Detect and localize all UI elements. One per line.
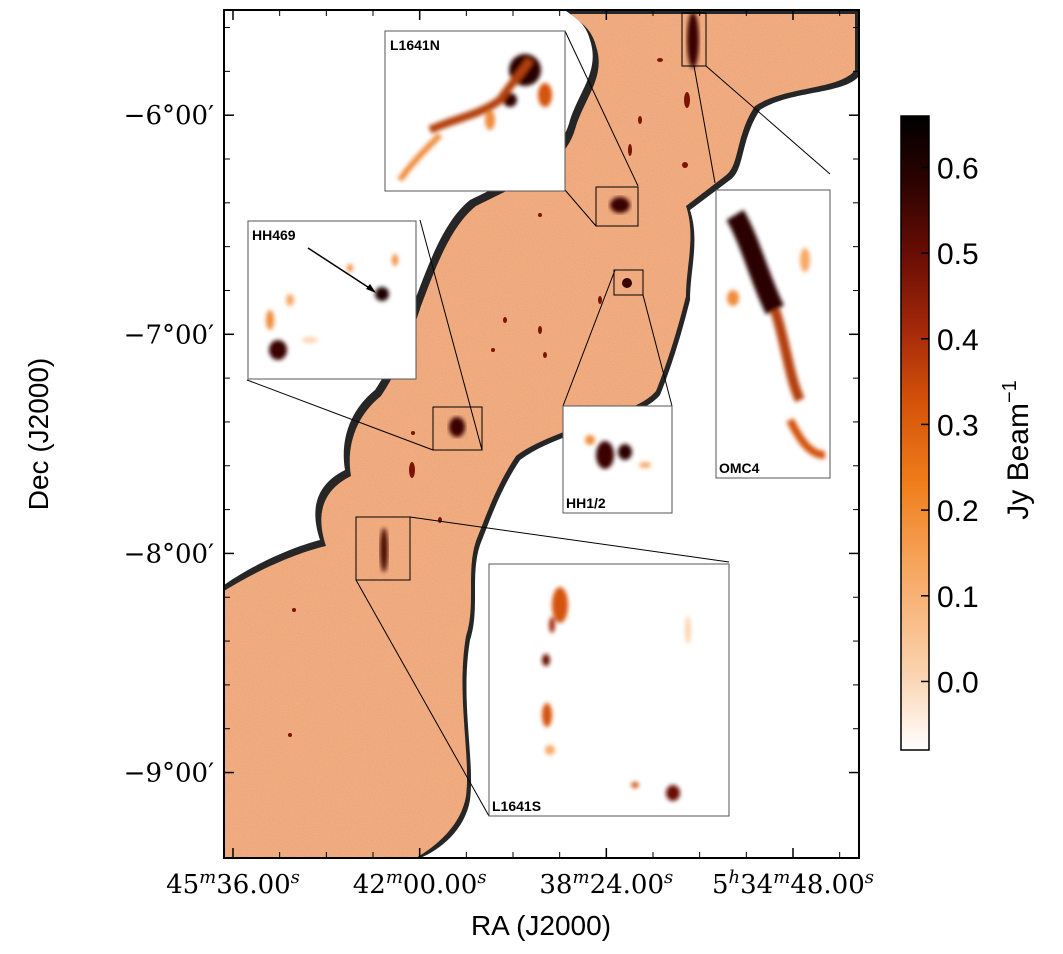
y-tick-label: −7°00′ — [124, 320, 214, 350]
inset-label-hh12: HH1/2 — [566, 495, 606, 511]
inset-label-omc4: OMC4 — [719, 460, 760, 476]
y-tick-label: −8°00′ — [124, 539, 214, 569]
colorbar-tick-label: 0.2 — [937, 495, 979, 528]
colorbar-tick-label: 0.4 — [937, 324, 979, 357]
colorbar-tick-label: 0.5 — [937, 238, 979, 271]
map-coverage — [224, 10, 859, 858]
source-boxes — [355, 12, 707, 581]
y-tick-label: −6°00′ — [124, 101, 214, 131]
inset-label-l1641s: L1641S — [492, 798, 541, 814]
x-axis-title: RA (J2000) — [471, 910, 611, 941]
emission-features — [288, 12, 699, 737]
inset-l1641s: L1641S — [488, 563, 730, 817]
inset-hh469: HH469 — [247, 220, 417, 380]
plot-frame — [223, 9, 860, 859]
colorbar-ticks: 0.6 0.5 0.4 0.3 0.2 0.1 0.0 — [921, 152, 979, 699]
colorbar-tick-label: 0.0 — [937, 666, 979, 699]
colorbar-gradient — [900, 115, 930, 751]
colorbar-title: Jy Beam−1 — [999, 380, 1035, 520]
inset-omc4: OMC4 — [715, 189, 831, 479]
colorbar-tick-label: 0.3 — [937, 409, 979, 442]
x-axis-ticks: 45m36.00s 42m00.00s 38m24.00s 5h34m48.00s — [166, 10, 874, 900]
inset-label-hh469: HH469 — [252, 227, 296, 243]
inset-l1641n: L1641N — [384, 30, 566, 192]
x-tick-label: 5h34m48.00s — [712, 867, 874, 900]
x-tick-label: 38m24.00s — [539, 867, 673, 900]
inset-label-l1641n: L1641N — [390, 37, 440, 53]
x-tick-label: 45m36.00s — [166, 867, 300, 900]
inset-hh12: HH1/2 — [562, 405, 673, 514]
colorbar-tick-label: 0.6 — [937, 152, 979, 185]
y-axis-title: Dec (J2000) — [23, 358, 54, 511]
y-tick-label: −9°00′ — [124, 759, 214, 789]
x-tick-label: 42m00.00s — [353, 867, 487, 900]
colorbar-tick-label: 0.1 — [937, 581, 979, 614]
y-axis-ticks: −6°00′ −7°00′ −8°00′ −9°00′ — [124, 27, 859, 789]
zoom-connectors — [246, 30, 831, 817]
colorbar: 0.6 0.5 0.4 0.3 0.2 0.1 0.0 Jy Beam−1 — [900, 115, 1035, 751]
